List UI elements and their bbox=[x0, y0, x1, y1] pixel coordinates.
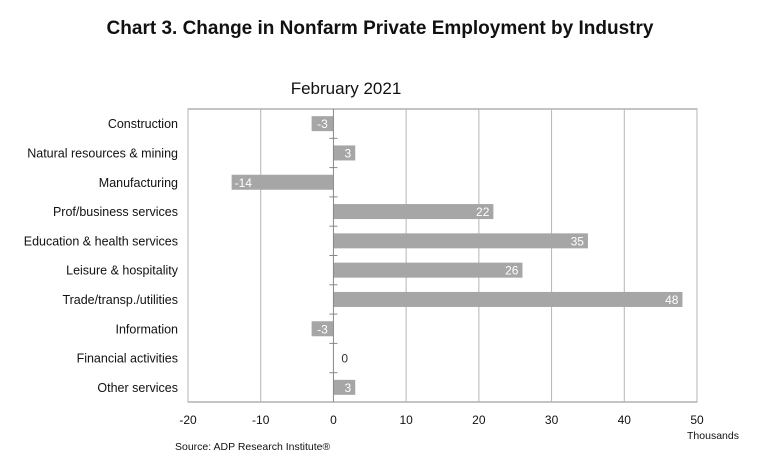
x-tick-label: -10 bbox=[252, 413, 270, 427]
source-note: Source: ADP Research Institute® bbox=[175, 441, 330, 453]
zero-axis bbox=[329, 108, 338, 403]
x-tick-label: 0 bbox=[330, 413, 337, 427]
x-tick-labels: -20 -10 0 10 20 30 40 50 bbox=[179, 413, 704, 427]
bar bbox=[333, 233, 588, 249]
x-tick-label: -20 bbox=[179, 413, 197, 427]
bar bbox=[333, 379, 356, 395]
data-label: -3 bbox=[317, 117, 328, 131]
bars: -3 3 -14 22 35 26 48 -3 0 3 bbox=[231, 116, 683, 395]
x-tick-label: 40 bbox=[618, 413, 632, 427]
category-label: Natural resources & mining bbox=[27, 146, 178, 160]
category-label: Manufacturing bbox=[99, 176, 178, 190]
plot-area bbox=[187, 108, 698, 403]
gridlines bbox=[187, 109, 698, 402]
data-label: 3 bbox=[345, 146, 352, 160]
bar bbox=[333, 262, 523, 278]
x-tick-label: 20 bbox=[472, 413, 486, 427]
bar bbox=[311, 321, 334, 337]
data-label: 22 bbox=[476, 205, 490, 219]
category-labels: Construction Natural resources & mining Ma… bbox=[24, 117, 179, 395]
chart-subtitle: February 2021 bbox=[291, 79, 402, 98]
category-label: Construction bbox=[108, 117, 178, 131]
data-label: 26 bbox=[505, 264, 519, 278]
bar bbox=[333, 291, 683, 307]
x-axis-label: Thousands bbox=[687, 430, 739, 442]
x-tick-label: 10 bbox=[399, 413, 413, 427]
chart-title: Chart 3. Change in Nonfarm Private Emplo… bbox=[106, 18, 654, 39]
bar bbox=[311, 116, 334, 132]
data-label: 35 bbox=[571, 234, 585, 248]
data-label: 48 bbox=[665, 293, 679, 307]
data-label: -14 bbox=[235, 176, 253, 190]
bar bbox=[333, 204, 494, 220]
category-label: Trade/transp./utilities bbox=[62, 293, 178, 307]
bar bbox=[333, 145, 356, 161]
x-tick-label: 50 bbox=[690, 413, 704, 427]
category-label: Education & health services bbox=[24, 234, 178, 248]
x-tick-label: 30 bbox=[545, 413, 559, 427]
category-label: Prof/business services bbox=[53, 205, 178, 219]
category-label: Information bbox=[115, 322, 178, 336]
category-label: Financial activities bbox=[77, 352, 178, 366]
data-label: -3 bbox=[317, 322, 328, 336]
category-label: Other services bbox=[97, 381, 178, 395]
category-label: Leisure & hospitality bbox=[66, 264, 179, 278]
data-label: 0 bbox=[341, 352, 348, 366]
bar bbox=[231, 174, 334, 190]
data-label: 3 bbox=[345, 381, 352, 395]
